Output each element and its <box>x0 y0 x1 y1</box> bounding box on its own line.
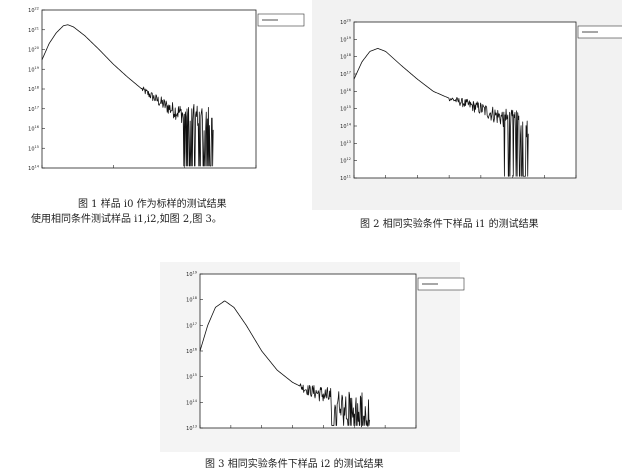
y-tick-label: 1014 <box>28 165 40 173</box>
y-tick-label: 1013 <box>340 140 351 148</box>
y-tick-label: 1020 <box>340 19 351 27</box>
y-tick-label: 1018 <box>186 296 197 304</box>
chart-i1: 1011 1012 1013 1014 1015 1016 1017 1018 1019 1020 <box>340 19 622 183</box>
y-tick-label: 1019 <box>340 36 351 44</box>
plot-frame <box>41 9 257 169</box>
y-tick-label: 1017 <box>340 71 351 79</box>
chart-panel-i0: 1014 1015 1016 1017 1018 1019 1020 1021 1022 <box>0 0 305 196</box>
series-line-cr <box>199 300 370 428</box>
y-tick-label: 1011 <box>340 175 351 183</box>
y-tick-label: 1016 <box>340 88 351 96</box>
y-tick-label: 1016 <box>28 125 39 133</box>
y-tick-label: 1016 <box>186 348 197 356</box>
series-line-cr <box>353 48 529 177</box>
y-tick-label: 1015 <box>186 373 197 381</box>
series-line-cr <box>41 24 214 167</box>
legend-box <box>257 13 305 27</box>
y-tick-label: 1019 <box>28 66 39 74</box>
figure-3-caption: 图 3 相同实验条件下样品 i2 的测试结果 <box>205 459 384 470</box>
y-tick-label: 1020 <box>28 46 39 54</box>
y-tick-label: 1014 <box>340 123 352 131</box>
y-tick-label: 1015 <box>340 105 351 113</box>
y-tick-label: 1022 <box>28 7 39 15</box>
y-tick-label: 1019 <box>186 271 197 279</box>
figure-2-caption: 图 2 相同实验条件下样品 i1 的测试结果 <box>360 219 539 230</box>
y-tick-label: 1017 <box>186 322 197 330</box>
chart-i0: 1014 1015 1016 1017 1018 1019 1020 1021 1022 <box>28 7 305 173</box>
body-text: 使用相同条件测试样品 i1,i2,如图 2,图 3。 <box>31 214 222 225</box>
figure-1-caption: 图 1 样品 i0 作为标样的测试结果 <box>78 199 227 210</box>
legend-box <box>417 277 465 291</box>
legend-box <box>577 25 622 39</box>
plot-frame <box>199 273 417 429</box>
chart-i2: 1013 1014 1015 1016 1017 1018 1019 <box>186 271 465 433</box>
y-tick-label: 1021 <box>28 26 39 34</box>
y-tick-label: 1014 <box>186 399 198 407</box>
y-tick-label: 1018 <box>340 53 351 61</box>
y-tick-label: 1013 <box>186 425 197 433</box>
y-tick-label: 1017 <box>28 105 39 113</box>
y-tick-label: 1018 <box>28 86 39 94</box>
chart-panel-i2: 1013 1014 1015 1016 1017 1018 1019 <box>160 262 465 452</box>
chart-panel-i1: 1011 1012 1013 1014 1015 1016 1017 1018 1019 1020 <box>312 0 622 210</box>
y-tick-label: 1015 <box>28 145 39 153</box>
y-tick-label: 1012 <box>340 157 351 165</box>
